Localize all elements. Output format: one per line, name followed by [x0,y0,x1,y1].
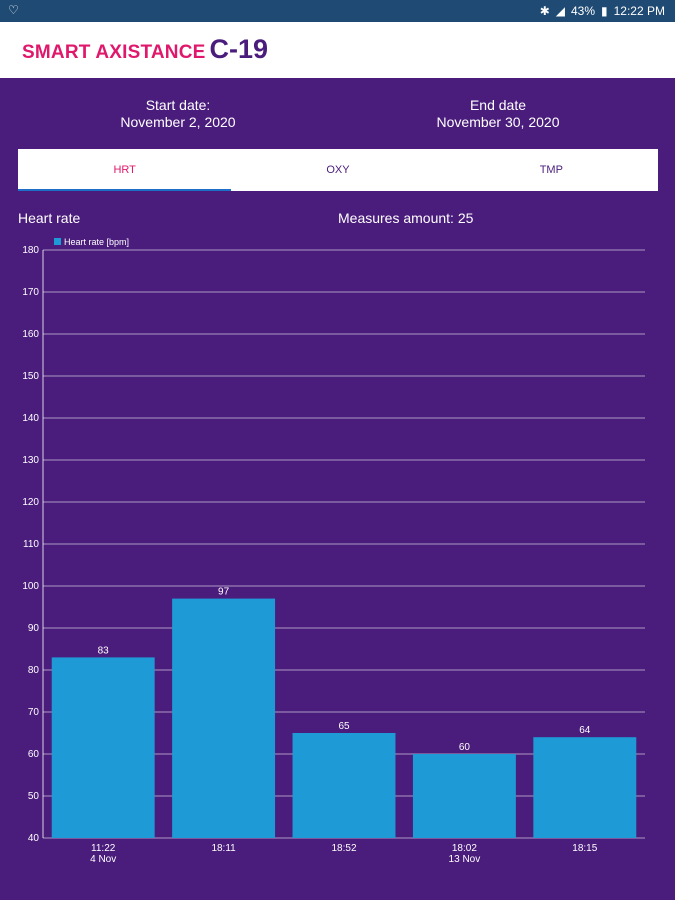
data-label: 83 [98,645,110,656]
y-tick-label: 70 [28,707,40,718]
legend-swatch [54,238,61,245]
heart-icon: ♡ [8,3,19,17]
bar [533,737,637,838]
app-name-suffix: C-19 [209,34,269,64]
status-indicators: ✱ ◢ 43% ▮ 12:22 PM [540,4,665,18]
y-tick-label: 100 [22,581,39,592]
x-tick-label: 18:15 [572,843,597,854]
legend-label: Heart rate [bpm] [64,237,129,247]
x-tick-sublabel: 4 Nov [90,854,116,865]
x-tick-label: 11:22 [91,843,116,854]
bar [51,657,155,838]
y-tick-label: 50 [28,791,40,802]
bar [172,598,276,838]
measures-amount: Measures amount: 25 [338,210,474,226]
bar [412,754,516,838]
x-tick-label: 18:02 [452,843,477,854]
y-tick-label: 140 [22,413,39,424]
data-label: 97 [218,587,230,598]
bluetooth-icon: ✱ [539,4,550,18]
y-tick-label: 80 [28,665,40,676]
start-date-value: November 2, 2020 [120,114,236,130]
y-tick-label: 120 [22,497,39,508]
status-bar: ♡ ✱ ◢ 43% ▮ 12:22 PM [0,0,675,22]
battery-icon: ▮ [601,4,608,18]
tab-hrt[interactable]: HRT [18,149,232,191]
y-tick-label: 90 [28,623,40,634]
y-tick-label: 130 [22,455,39,466]
y-tick-label: 110 [23,539,39,550]
app-header: SMART AXISTANCE C-19 [0,22,675,78]
clock: 12:22 PM [613,4,665,18]
chart-title: Heart rate [18,210,81,226]
y-tick-label: 40 [28,833,40,844]
y-tick-label: 150 [22,371,39,382]
y-tick-label: 60 [28,749,40,760]
battery-percent: 43% [570,4,596,18]
end-date-value: November 30, 2020 [436,114,560,130]
x-tick-label: 18:11 [211,843,236,854]
app-logo: SMART AXISTANCE C-19 [22,34,268,65]
y-tick-label: 180 [22,245,39,256]
end-date[interactable]: End date November 30, 2020 [388,97,608,131]
data-label: 60 [459,742,471,753]
data-label: 65 [338,721,350,732]
measurement-tabs: HRT OXY TMP [18,149,658,191]
y-tick-label: 170 [22,287,39,298]
data-label: 64 [579,725,591,736]
y-tick-label: 160 [22,329,39,340]
tab-tmp[interactable]: TMP [539,164,563,176]
tab-oxy[interactable]: OXY [326,164,350,176]
signal-icon: ◢ [555,4,565,18]
start-date-label: Start date: [145,97,211,113]
end-date-label: End date [469,97,527,113]
app-name: SMART AXISTANCE [22,42,206,63]
x-tick-sublabel: 13 Nov [449,854,481,865]
x-tick-label: 18:52 [331,843,356,854]
bar [292,733,396,838]
start-date[interactable]: Start date: November 2, 2020 [68,97,288,131]
heart-rate-chart: 40 50 60 70 80 90 100 110 120 130 140 150 160 170 180 8… [22,237,645,865]
